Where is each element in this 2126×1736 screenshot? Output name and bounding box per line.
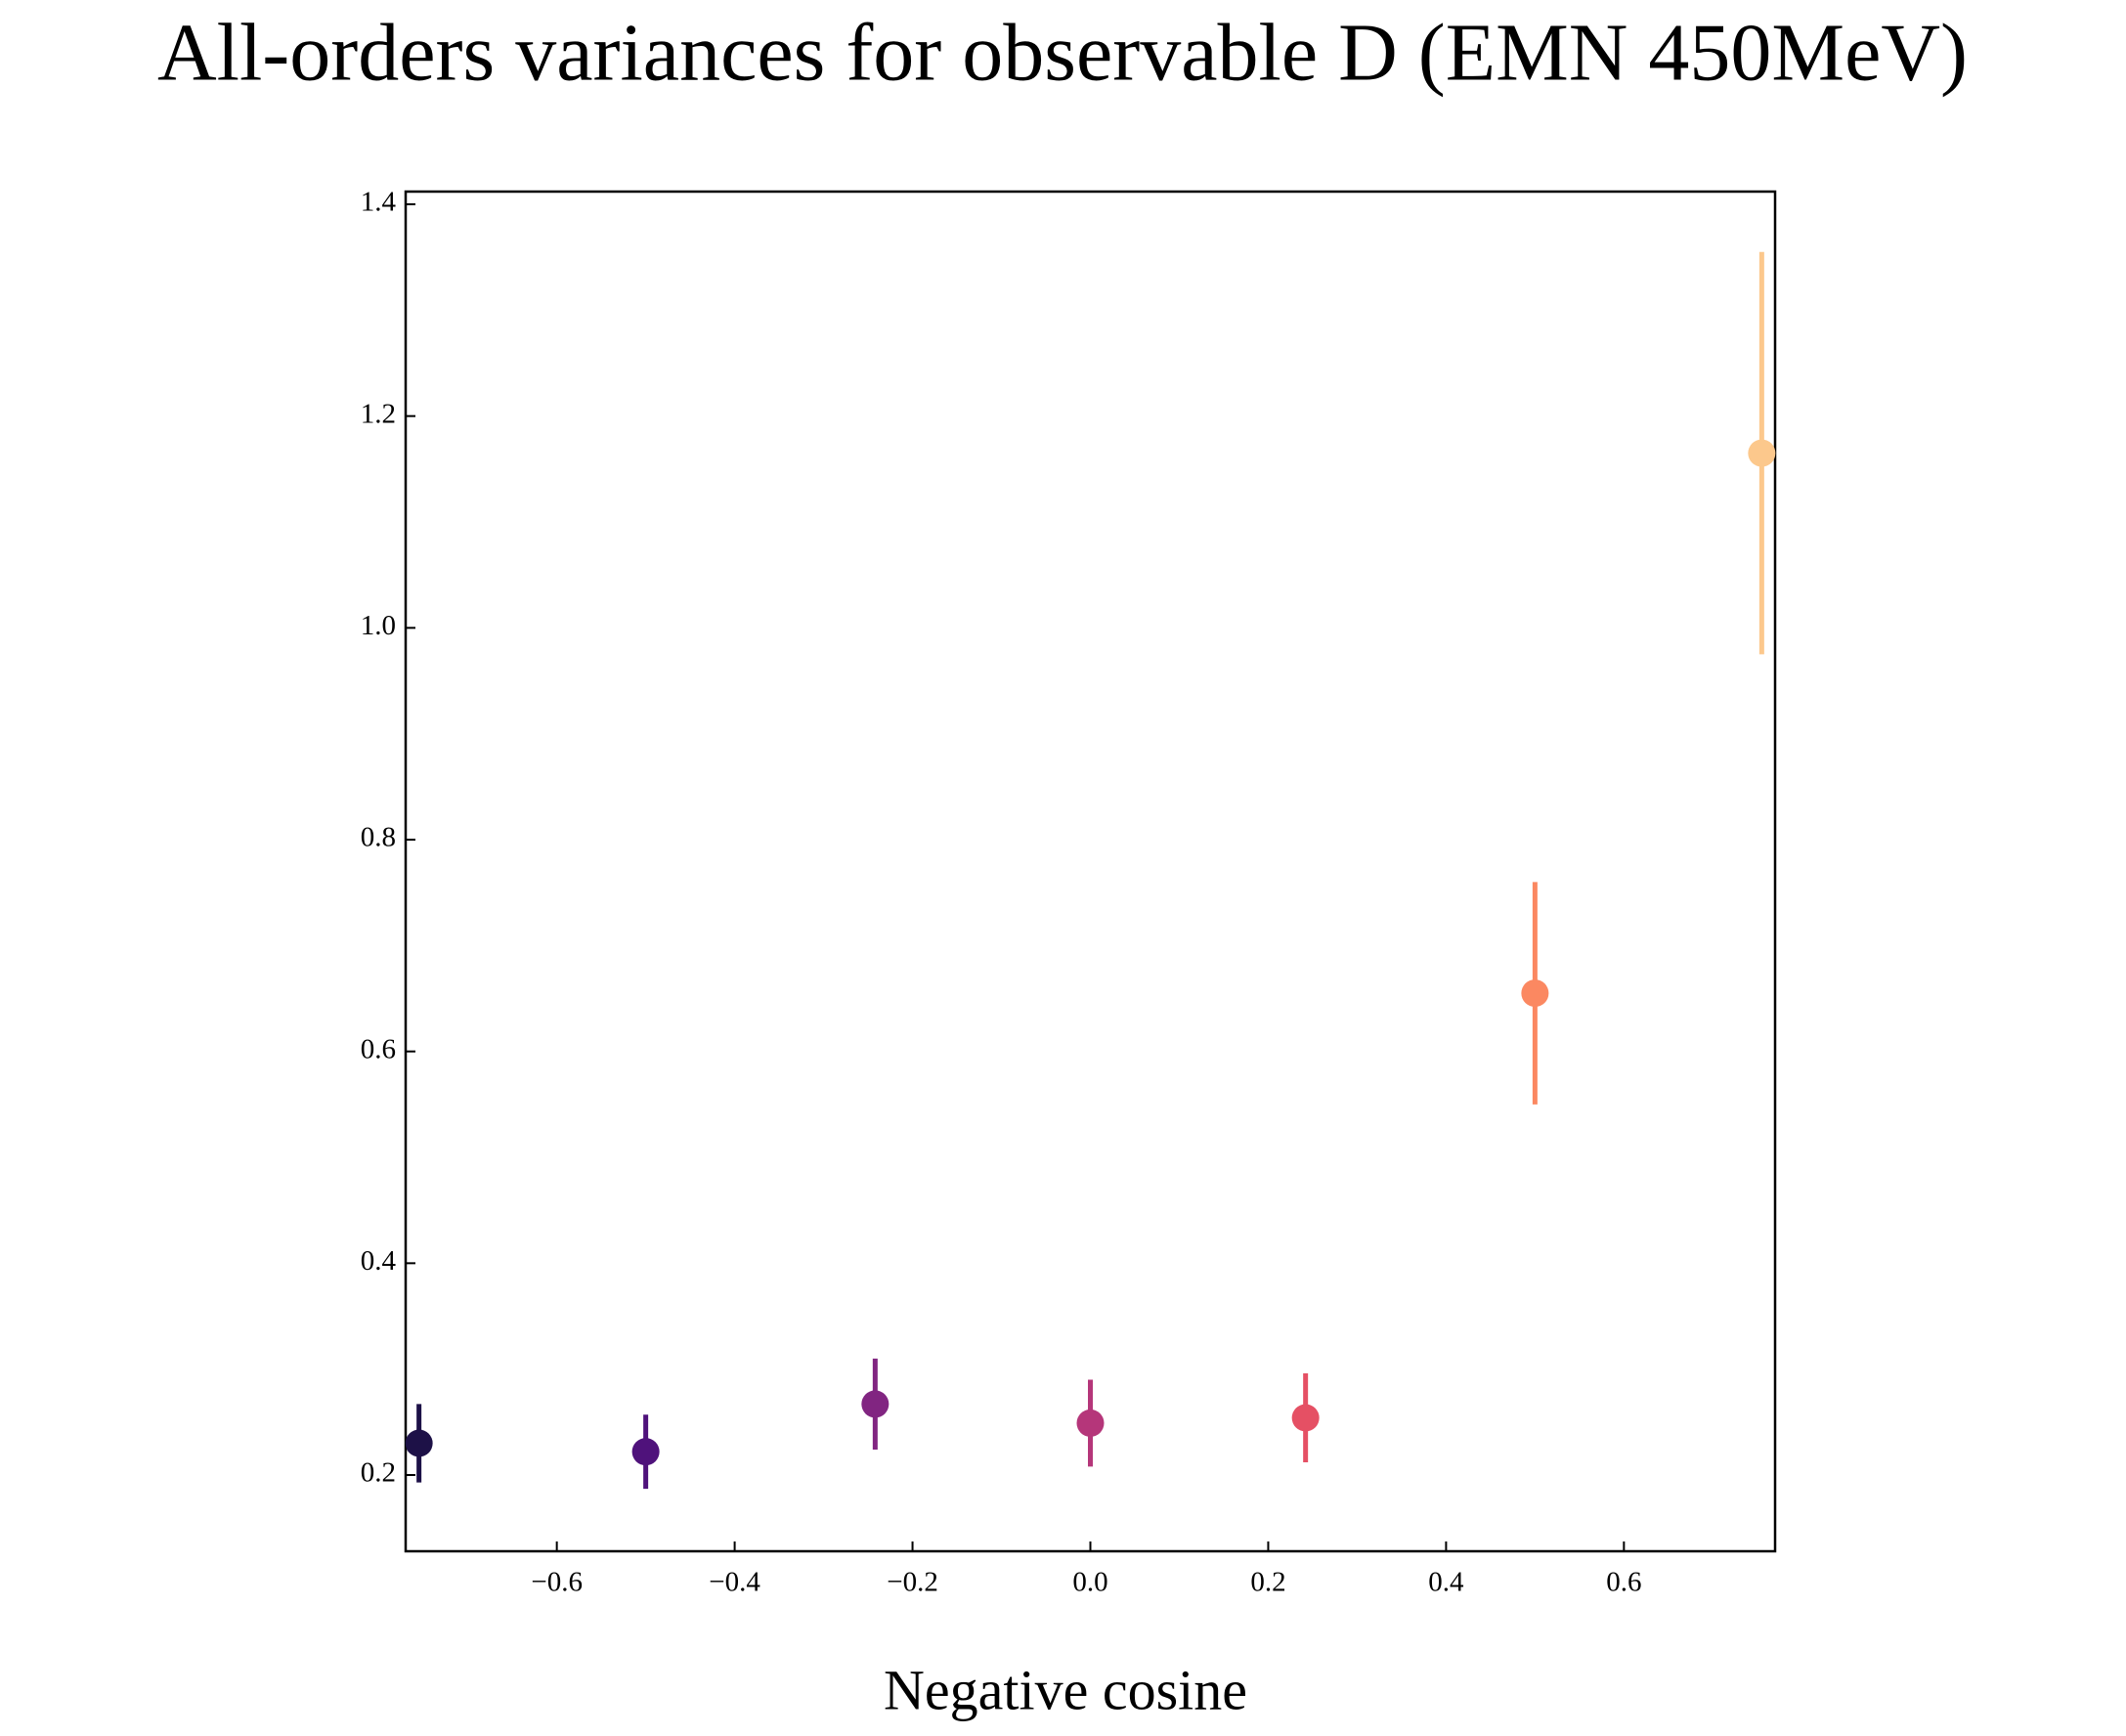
y-tick-label: 0.2 <box>361 1457 396 1489</box>
y-tick-label: 0.4 <box>361 1245 397 1277</box>
x-tick-label: 0.0 <box>1072 1567 1107 1598</box>
y-tick-label: 0.8 <box>361 822 396 853</box>
point <box>405 1429 433 1457</box>
plot-frame <box>404 190 1777 1553</box>
y-tick-label: 1.2 <box>361 398 396 429</box>
point <box>1076 1409 1105 1437</box>
x-axis-label: Negative cosine <box>884 1658 1247 1721</box>
x-tick-label: −0.4 <box>709 1567 760 1598</box>
point <box>1291 1404 1320 1432</box>
x-tick-label: 0.4 <box>1428 1567 1464 1598</box>
chart-title: All-orders variances for observable D (E… <box>157 7 1968 98</box>
point <box>1521 979 1549 1008</box>
x-tick-label: 0.6 <box>1606 1567 1641 1598</box>
point <box>1748 439 1776 467</box>
point <box>861 1390 889 1418</box>
point <box>631 1438 660 1466</box>
x-tick-label: −0.6 <box>531 1567 583 1598</box>
y-tick-label: 1.0 <box>361 610 396 641</box>
y-tick-label: 0.6 <box>361 1033 396 1064</box>
x-tick-label: −0.2 <box>887 1567 938 1598</box>
x-tick-label: 0.2 <box>1250 1567 1285 1598</box>
y-tick-label: 1.4 <box>361 187 397 218</box>
